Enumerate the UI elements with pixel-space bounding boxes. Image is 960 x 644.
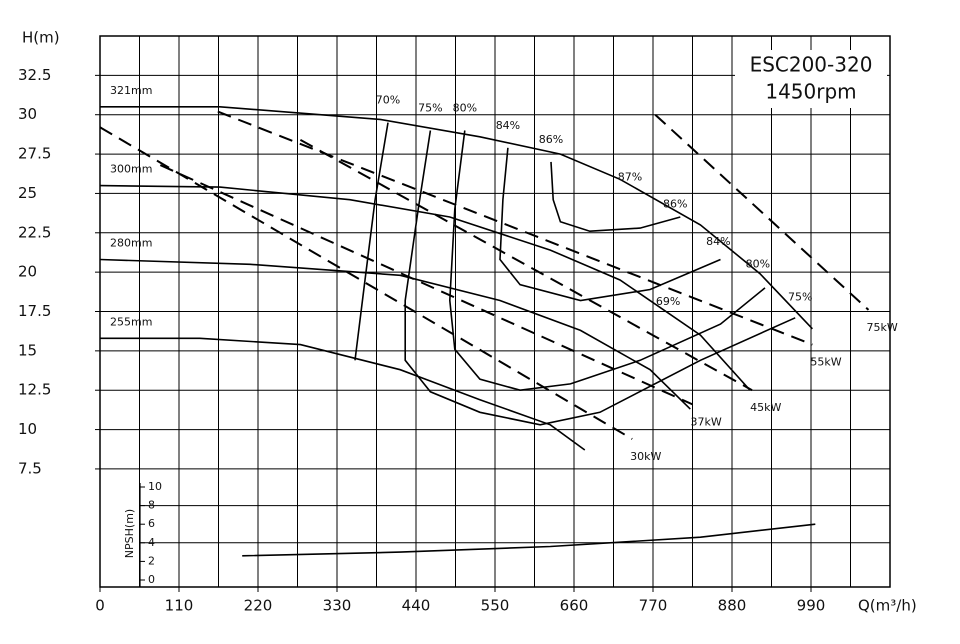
efficiency-label: 69% [656, 295, 680, 308]
efficiency-label: 80% [453, 101, 477, 114]
head-curve [99, 184, 751, 391]
x-tick-label: 550 [481, 597, 510, 615]
y2-tick-label: 10 [148, 480, 162, 493]
y-tick-label: 7.5 [18, 459, 42, 477]
y2-tick-label: 8 [148, 499, 155, 512]
efficiency-curve [550, 161, 681, 233]
efficiency-label: 87% [618, 171, 642, 184]
chart-title: ESC200-320 [750, 53, 873, 77]
y2-tick-label: 0 [148, 573, 155, 586]
y-tick-label: 22.5 [18, 223, 51, 241]
efficiency-label: 75% [418, 101, 442, 114]
head-curve [100, 106, 813, 330]
power-label: 75kW [866, 321, 897, 334]
y-tick-label: 20 [18, 263, 37, 281]
efficiency-curve [499, 147, 721, 302]
y-tick-label: 32.5 [18, 66, 51, 84]
efficiency-label: 86% [539, 133, 563, 146]
npsh-curve [242, 523, 816, 557]
power-label: 37kW [691, 415, 722, 428]
y-tick-label: 17.5 [18, 302, 51, 320]
x-tick-label: 440 [402, 597, 431, 615]
head-curve-label: 300mm [110, 163, 152, 176]
head-curve-label: 280mm [110, 237, 152, 250]
plot-frame [99, 35, 891, 588]
y2-axis-label: NPSH(m) [123, 509, 136, 558]
x-tick-label: 0 [95, 597, 105, 615]
x-axis-label: Q(m³/h) [858, 597, 917, 615]
y2-tick-label: 4 [148, 536, 155, 549]
x-tick-label: 330 [323, 597, 352, 615]
chart-subtitle: 1450rpm [765, 80, 856, 104]
x-tick-label: 770 [639, 597, 668, 615]
x-tick-label: 880 [718, 597, 747, 615]
power-line [217, 110, 813, 346]
efficiency-label: 70% [376, 94, 400, 107]
power-line [299, 139, 753, 392]
efficiency-label: 84% [496, 119, 520, 132]
y-tick-label: 10 [18, 420, 37, 438]
x-tick-label: 110 [165, 597, 194, 615]
power-line [654, 113, 870, 311]
efficiency-label: 84% [706, 235, 730, 248]
power-label: 45kW [750, 401, 781, 414]
efficiency-curve [354, 122, 389, 361]
efficiency-label: 75% [788, 290, 812, 303]
power-line [159, 164, 693, 406]
head-curve [100, 337, 586, 451]
y-tick-label: 12.5 [18, 381, 51, 399]
head-curve-label: 321mm [110, 84, 152, 97]
y2-tick-label: 2 [148, 554, 155, 567]
y-tick-label: 27.5 [18, 145, 51, 163]
y-tick-label: 15 [18, 341, 37, 359]
power-line [99, 126, 633, 440]
head-curve-label: 255mm [110, 315, 152, 328]
x-tick-label: 660 [560, 597, 589, 615]
y2-tick-label: 6 [148, 517, 155, 530]
power-label: 55kW [810, 356, 841, 369]
power-label: 30kW [630, 450, 661, 463]
efficiency-label: 86% [663, 197, 687, 210]
x-tick-label: 220 [244, 597, 273, 615]
x-tick-label: 990 [797, 597, 826, 615]
head-curve [99, 258, 691, 410]
efficiency-label: 80% [746, 257, 770, 270]
y-tick-label: 25 [18, 184, 37, 202]
efficiency-curve [448, 130, 766, 392]
y-tick-label: 30 [18, 105, 37, 123]
title-box [735, 50, 887, 108]
y-axis-label: H(m) [22, 29, 60, 47]
